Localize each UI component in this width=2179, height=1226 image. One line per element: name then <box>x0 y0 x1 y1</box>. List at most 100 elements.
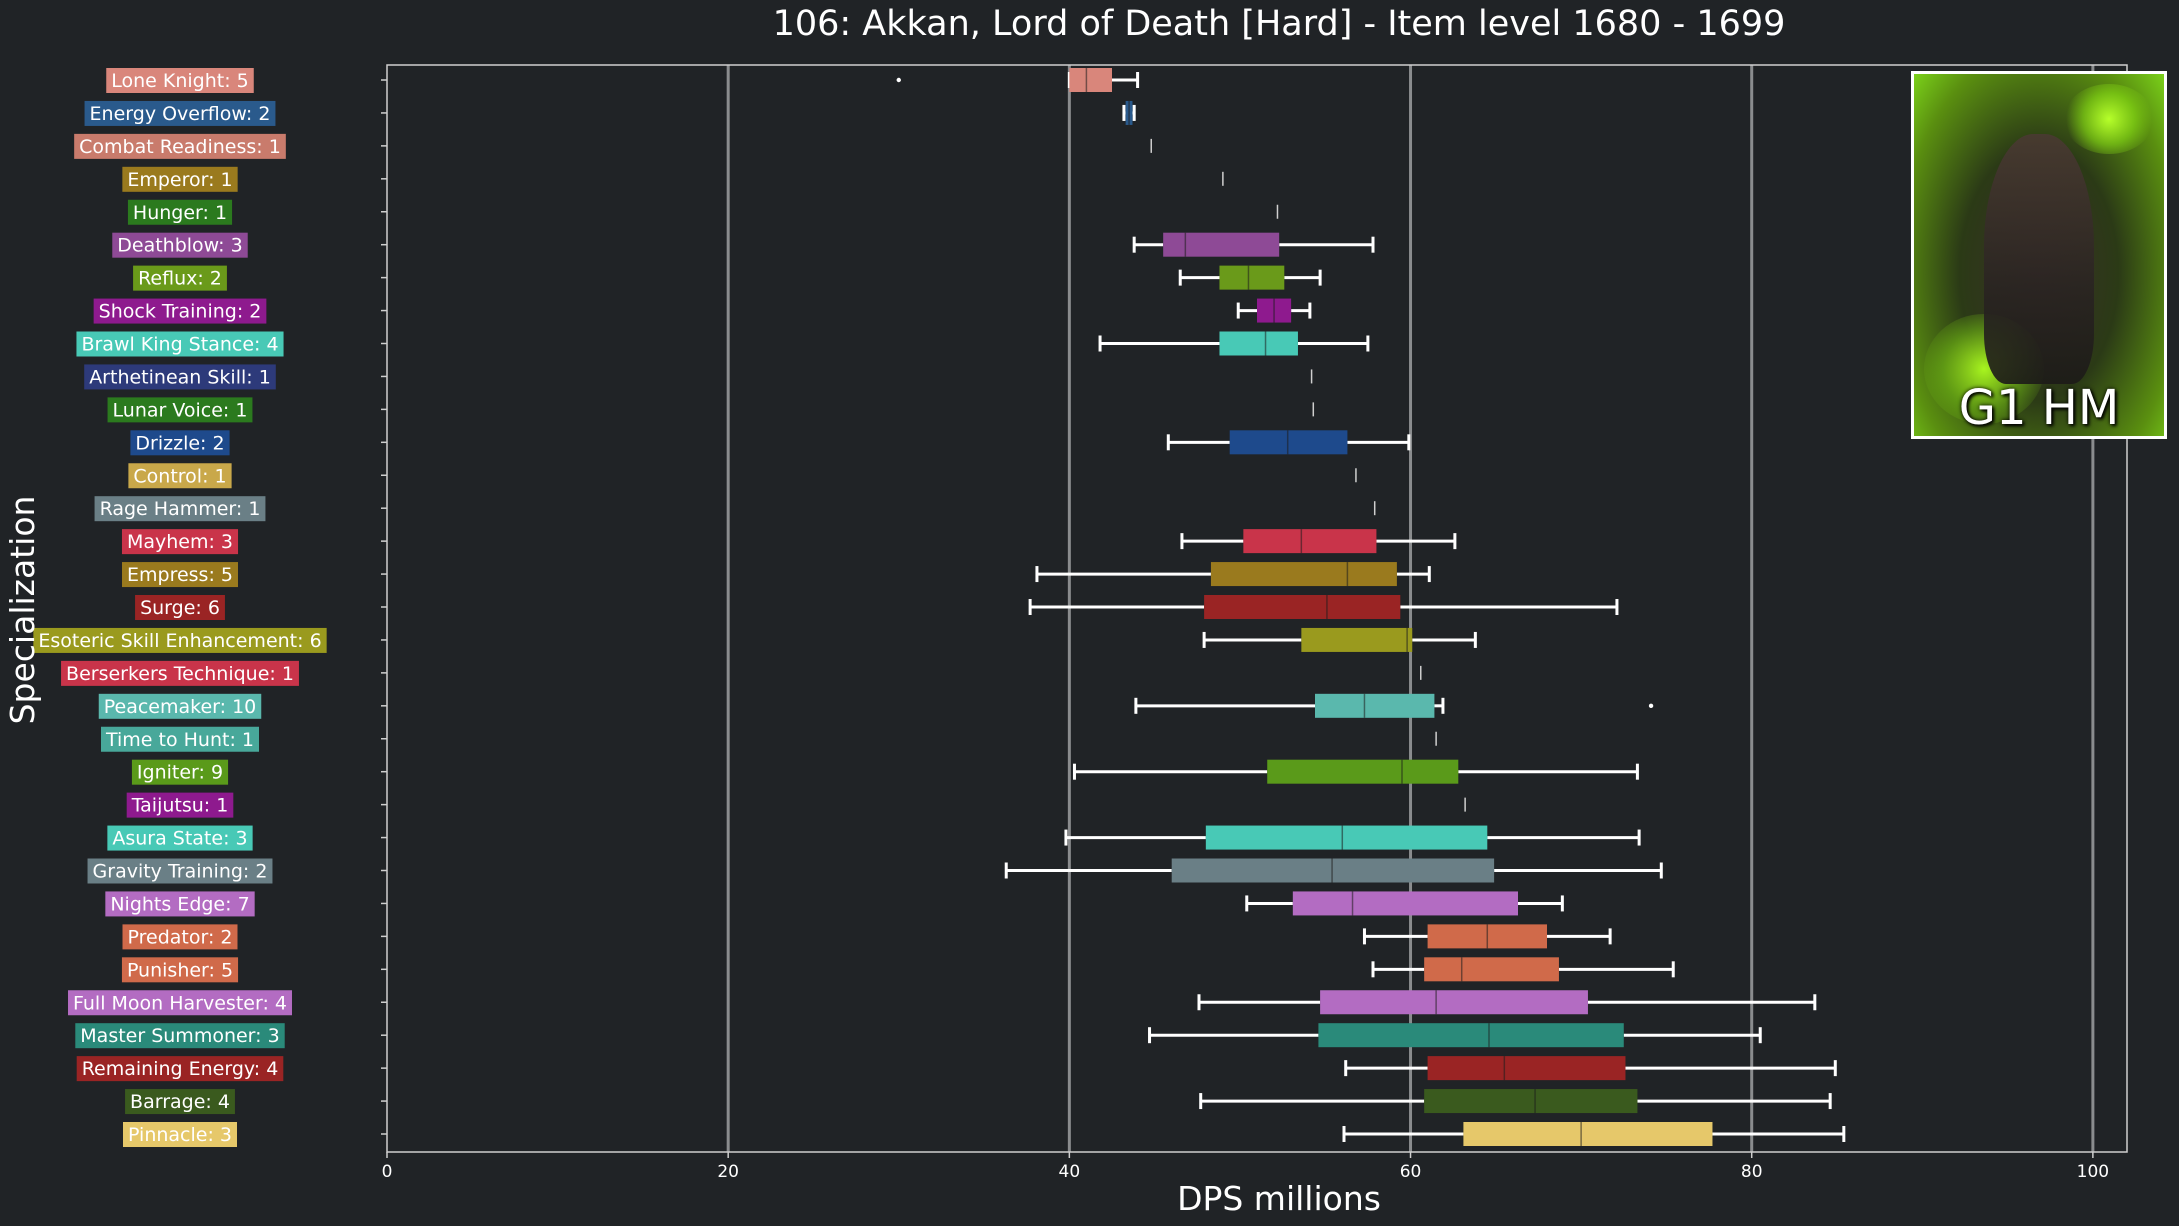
box-plot-row <box>1134 693 1654 718</box>
box-plot-row <box>1148 1023 1762 1048</box>
box-plot-row <box>1245 891 1564 916</box>
category-label-bg <box>107 825 253 851</box>
category-label-bg <box>33 627 327 653</box>
category-label-bg <box>131 759 229 785</box>
category-label: Full Moon Harvester: 4 <box>73 992 287 1014</box>
category-label-bg <box>133 265 227 291</box>
category-label-group: Remaining Energy: 4 <box>76 1056 284 1082</box>
portrait-glow-top <box>2064 84 2154 154</box>
category-label-group: Empress: 5 <box>122 562 238 588</box>
x-axis-label: DPS millions <box>1177 1179 1381 1218</box>
box-series <box>896 68 1846 1146</box>
iqr-box <box>1163 232 1280 257</box>
iqr-box <box>1219 265 1285 290</box>
category-label-bg <box>125 1089 235 1115</box>
category-label-bg <box>135 595 225 620</box>
iqr-box <box>1315 693 1435 718</box>
iqr-box <box>1267 759 1459 784</box>
category-label-bg <box>84 100 276 126</box>
iqr-box <box>1301 627 1413 652</box>
box-plot-row <box>1178 265 1322 290</box>
category-label-group: Brawl King Stance: 4 <box>76 331 284 357</box>
portrait-badge-text: G1 HM <box>1958 380 2120 436</box>
category-label-group: Asura State: 3 <box>107 825 253 851</box>
iqr-box <box>1205 825 1488 850</box>
iqr-box <box>1292 891 1518 916</box>
category-label: Energy Overflow: 2 <box>90 103 271 125</box>
category-label-group: Emperor: 1 <box>122 166 238 192</box>
boss-portrait-image: G1 HM <box>1911 71 2167 439</box>
category-labels: Lone Knight: 5 Energy Overflow: 2 Combat R… <box>33 68 327 1147</box>
category-label-group: Mayhem: 3 <box>121 529 239 555</box>
category-label: Time to Hunt: 1 <box>105 729 254 751</box>
category-label-bg <box>87 858 273 884</box>
category-label-bg <box>126 792 234 818</box>
box-plot-row <box>1132 232 1375 257</box>
box-plot-row <box>1004 858 1663 883</box>
category-label: Pinnacle: 3 <box>128 1124 232 1146</box>
category-label-group: Punisher: 5 <box>121 957 239 983</box>
category-label-bg <box>68 990 292 1016</box>
iqr-box <box>1229 430 1348 455</box>
category-label-bg <box>74 133 286 159</box>
x-tick-label: 0 <box>382 1162 393 1182</box>
box-plot-row <box>1371 957 1675 982</box>
category-label-group: Time to Hunt: 1 <box>100 726 260 752</box>
chart-title: 106: Akkan, Lord of Death [Hard] - Item … <box>773 4 1786 44</box>
category-label-group: Master Summoner: 3 <box>75 1023 285 1049</box>
box-plot-row <box>1362 924 1612 949</box>
category-label: Arthetinean Skill: 1 <box>89 366 271 388</box>
category-label-group: Gravity Training: 2 <box>87 858 273 884</box>
x-tick-label: 40 <box>1059 1162 1081 1182</box>
box-plot-row <box>1197 990 1817 1015</box>
category-label: Mayhem: 3 <box>127 531 233 553</box>
box-plot-row <box>1098 331 1370 356</box>
category-label: Surge: 6 <box>140 597 220 619</box>
category-label: Predator: 2 <box>128 926 233 948</box>
box-plot-row <box>1236 298 1312 323</box>
box-plot-row <box>1344 1056 1837 1081</box>
box-plot-row <box>1035 562 1431 587</box>
category-label: Drizzle: 2 <box>135 432 224 454</box>
category-label-bg <box>123 1122 237 1147</box>
category-label: Igniter: 9 <box>137 762 223 784</box>
box-plot-row <box>1202 627 1477 652</box>
category-label-bg <box>122 924 238 950</box>
y-axis-ticks <box>381 79 387 1135</box>
category-label: Master Summoner: 3 <box>80 1025 279 1047</box>
category-label-group: Shock Training: 2 <box>93 298 267 324</box>
category-label-group: Lunar Voice: 1 <box>107 397 253 423</box>
category-label: Punisher: 5 <box>127 959 233 981</box>
box-plot-row <box>896 68 1140 92</box>
category-label: Shock Training: 2 <box>99 301 262 323</box>
category-label-group: Reflux: 2 <box>133 265 227 291</box>
x-tick-label: 80 <box>1741 1162 1763 1182</box>
box-plot-row <box>1064 825 1641 850</box>
category-label-group: Peacemaker: 10 <box>98 693 262 719</box>
category-label-group: Taijutsu: 1 <box>126 792 234 818</box>
category-label: Emperor: 1 <box>127 169 232 191</box>
category-label-group: Igniter: 9 <box>131 759 229 785</box>
category-label-bg <box>61 660 299 686</box>
x-tick-label: 60 <box>1400 1162 1422 1182</box>
category-label-bg <box>127 199 233 225</box>
category-label: Berserkers Technique: 1 <box>66 663 294 685</box>
category-label-bg <box>106 68 254 93</box>
category-label-bg <box>105 891 255 917</box>
iqr-box <box>1210 562 1397 587</box>
category-label: Asura State: 3 <box>112 828 247 850</box>
category-label-bg <box>112 232 248 258</box>
category-label-group: Berserkers Technique: 1 <box>61 660 299 686</box>
category-label: Brawl King Stance: 4 <box>81 334 278 356</box>
category-label: Empress: 5 <box>127 564 233 586</box>
category-label: Peacemaker: 10 <box>104 696 257 718</box>
category-label-group: Pinnacle: 3 <box>123 1122 237 1147</box>
category-label-bg <box>75 1023 285 1049</box>
category-label-group: Barrage: 4 <box>125 1089 235 1115</box>
category-label-bg <box>121 529 239 555</box>
x-tick-label: 20 <box>717 1162 739 1182</box>
iqr-box <box>1171 858 1495 883</box>
category-label: Lone Knight: 5 <box>111 70 249 92</box>
box-plot-row <box>1072 759 1639 784</box>
